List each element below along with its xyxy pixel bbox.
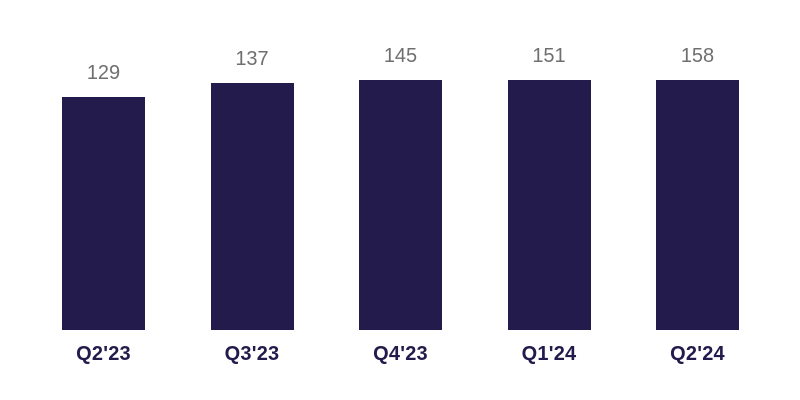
bar-column-q2-24: 158 Q2'24: [656, 45, 739, 365]
bar-q1-24: [507, 80, 591, 330]
category-label: Q1'24: [521, 343, 577, 365]
bar-value-label: 137: [235, 47, 269, 70]
bar-q4-23: [359, 80, 442, 330]
category-label: Q3'23: [224, 343, 280, 365]
bar-value-label: 151: [532, 45, 566, 67]
bar-q2-23: [62, 97, 145, 330]
bar-q2-24: [656, 80, 739, 330]
category-label: Q2'24: [670, 343, 725, 365]
bar-column-q4-23: 145 Q4'23: [359, 45, 442, 365]
category-label: Q2'23: [76, 343, 131, 365]
bar-value-label: 129: [86, 62, 121, 85]
bar-column-q1-24: 151 Q1'24: [507, 45, 591, 365]
bar-value-label: 145: [383, 45, 418, 67]
category-label: Q4'23: [373, 343, 428, 365]
bar-q3-23: [210, 82, 294, 330]
bar-column-q2-23: 129 Q2'23: [62, 45, 145, 365]
bar-chart: 129 Q2'23 137 Q3'23 145 Q4'23 151 Q1'24 158 Q2'24: [62, 45, 739, 365]
bar-value-label: 158: [680, 45, 715, 67]
bar-column-q3-23: 137 Q3'23: [210, 45, 294, 365]
